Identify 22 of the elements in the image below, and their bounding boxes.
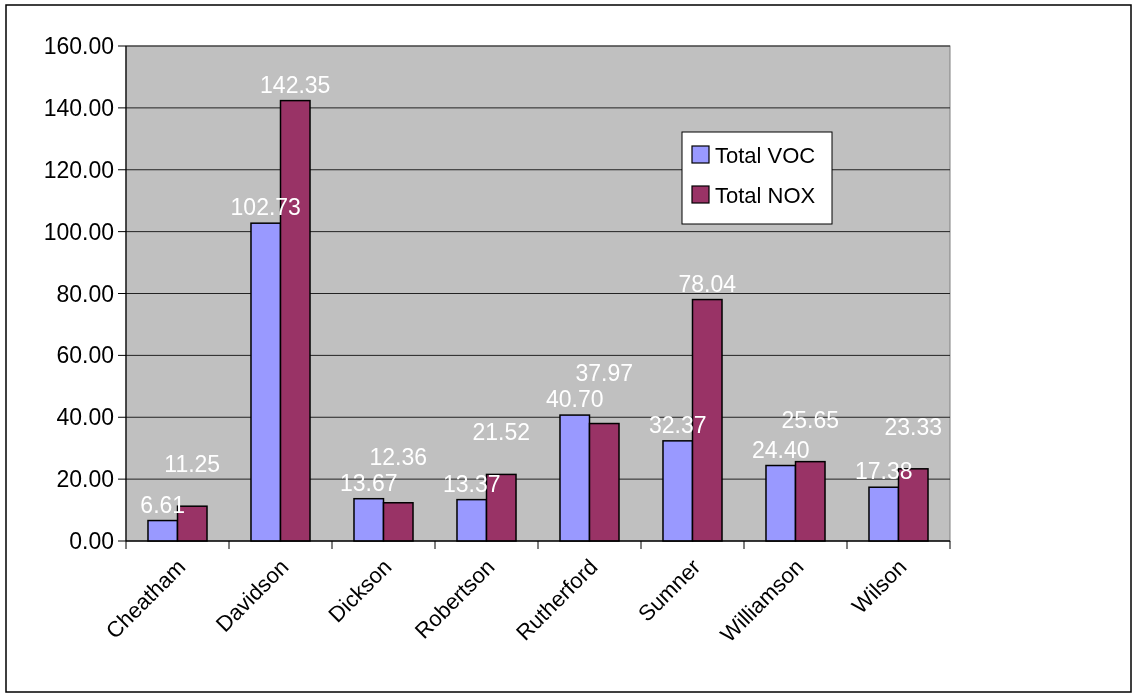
- data-label: 23.33: [884, 413, 943, 440]
- y-tick-label: 80.00: [56, 280, 114, 307]
- y-tick-label: 120.00: [43, 156, 114, 183]
- data-label: 17.38: [854, 458, 913, 485]
- y-tick-label: 0.00: [69, 528, 114, 554]
- data-label: 40.70: [545, 386, 604, 413]
- data-label: 21.52: [472, 419, 531, 446]
- data-label: 37.97: [575, 360, 634, 387]
- y-tick-label: 40.00: [56, 404, 114, 431]
- data-label: 11.25: [164, 451, 221, 478]
- y-tick-label: 100.00: [43, 218, 114, 245]
- y-tick-label: 140.00: [43, 94, 114, 121]
- y-tick-label: 20.00: [56, 466, 114, 493]
- y-tick-label: 60.00: [56, 342, 114, 369]
- data-label: 6.61: [140, 491, 186, 518]
- legend-label: Total VOC: [715, 142, 816, 168]
- data-label: 78.04: [678, 270, 737, 297]
- y-tick-label: 160.00: [43, 33, 114, 59]
- data-label: 142.35: [260, 71, 331, 98]
- data-label: 24.40: [751, 436, 810, 463]
- data-label: 12.36: [369, 443, 428, 470]
- legend-label: Total NOX: [715, 182, 816, 208]
